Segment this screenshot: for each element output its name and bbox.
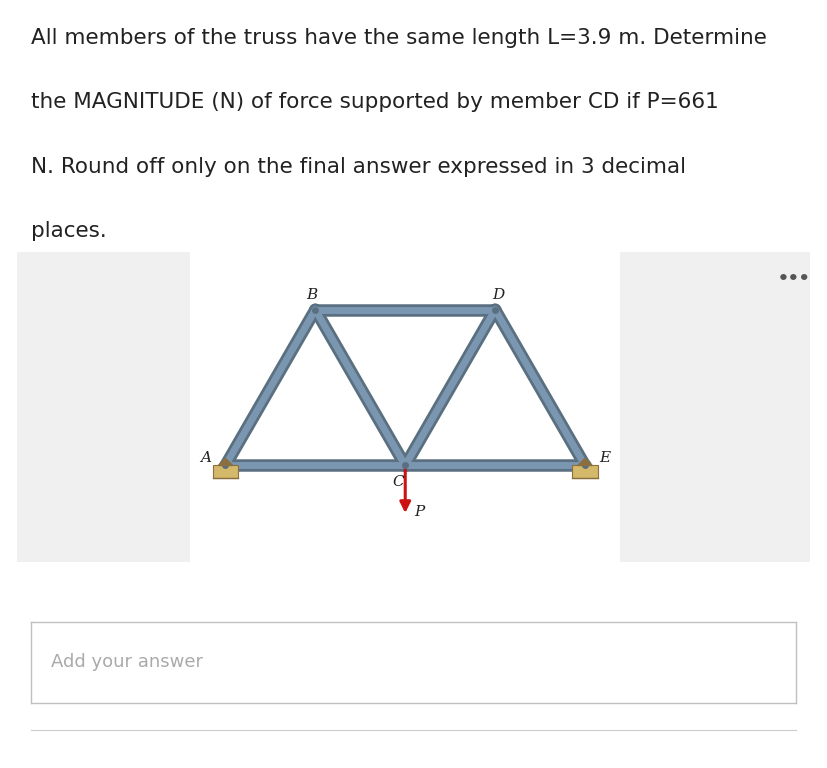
Text: N. Round off only on the final answer expressed in 3 decimal: N. Round off only on the final answer ex… [31,157,686,177]
Bar [572,465,598,478]
Text: the MAGNITUDE (N) of force supported by member CD if P=661: the MAGNITUDE (N) of force supported by … [31,92,719,112]
Text: C: C [392,475,404,488]
Text: Add your answer: Add your answer [50,654,203,671]
Polygon shape [218,458,232,465]
Text: B: B [306,289,318,303]
Bar [213,465,238,478]
Text: •••: ••• [777,270,810,288]
FancyBboxPatch shape [17,252,190,562]
Text: E: E [600,452,610,465]
Text: places.: places. [31,221,108,241]
Text: P: P [414,505,424,519]
FancyBboxPatch shape [620,252,810,562]
Polygon shape [578,458,592,465]
Text: A: A [200,452,211,465]
Text: All members of the truss have the same length L=3.9 m. Determine: All members of the truss have the same l… [31,28,767,48]
Text: D: D [493,289,504,303]
